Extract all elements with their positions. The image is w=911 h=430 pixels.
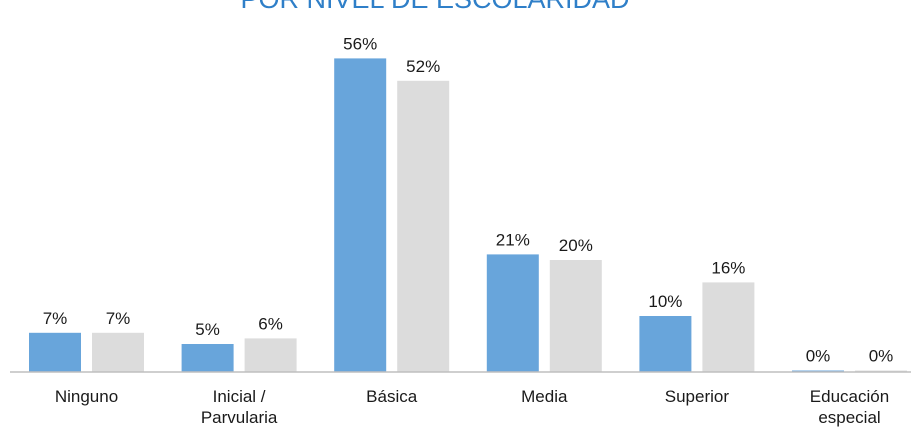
bar-series1-2 (334, 58, 387, 373)
bar-series2-2 (397, 80, 450, 373)
value-label-series2-0: 7% (106, 309, 131, 328)
value-label-series2-1: 6% (258, 314, 283, 333)
category-label-2: Básica (366, 387, 418, 406)
bar-series1-1 (181, 344, 234, 372)
category-labels-layer: Ninguno Inicial / Parvularia Básica Media Sup… (55, 387, 889, 427)
category-label-3: Media (521, 387, 568, 406)
chart-title: POR NIVEL DE ESCOLARIDAD (240, 0, 629, 14)
value-label-series1-5: 0% (806, 347, 831, 366)
bars-layer (29, 58, 907, 373)
bar-series1-0 (29, 332, 81, 372)
value-label-series2-5: 0% (869, 347, 894, 366)
bar-series1-3 (486, 254, 539, 372)
category-label-4: Superior (665, 387, 730, 406)
bar-series2-4 (702, 282, 755, 372)
value-label-series1-3: 21% (496, 230, 530, 249)
category-label-1: Inicial / Parvularia (201, 387, 278, 427)
bar-series2-0 (92, 332, 144, 372)
value-label-series1-2: 56% (343, 34, 377, 53)
value-label-series2-2: 52% (406, 57, 440, 76)
category-label-0: Ninguno (55, 387, 118, 406)
value-label-series2-4: 16% (711, 258, 745, 277)
value-label-series1-1: 5% (195, 320, 220, 339)
category-label-5: Educación especial (810, 387, 889, 427)
bar-series2-3 (549, 260, 602, 372)
value-labels-layer: 7% 7% 5% 6% 56% 52% 21% 20% 10% 16% 0% 0% (43, 34, 894, 365)
value-label-series1-4: 10% (648, 292, 682, 311)
bar-series1-4 (639, 316, 692, 372)
value-label-series2-3: 20% (559, 236, 593, 255)
value-label-series1-0: 7% (43, 309, 68, 328)
bar-series2-1 (244, 338, 297, 372)
